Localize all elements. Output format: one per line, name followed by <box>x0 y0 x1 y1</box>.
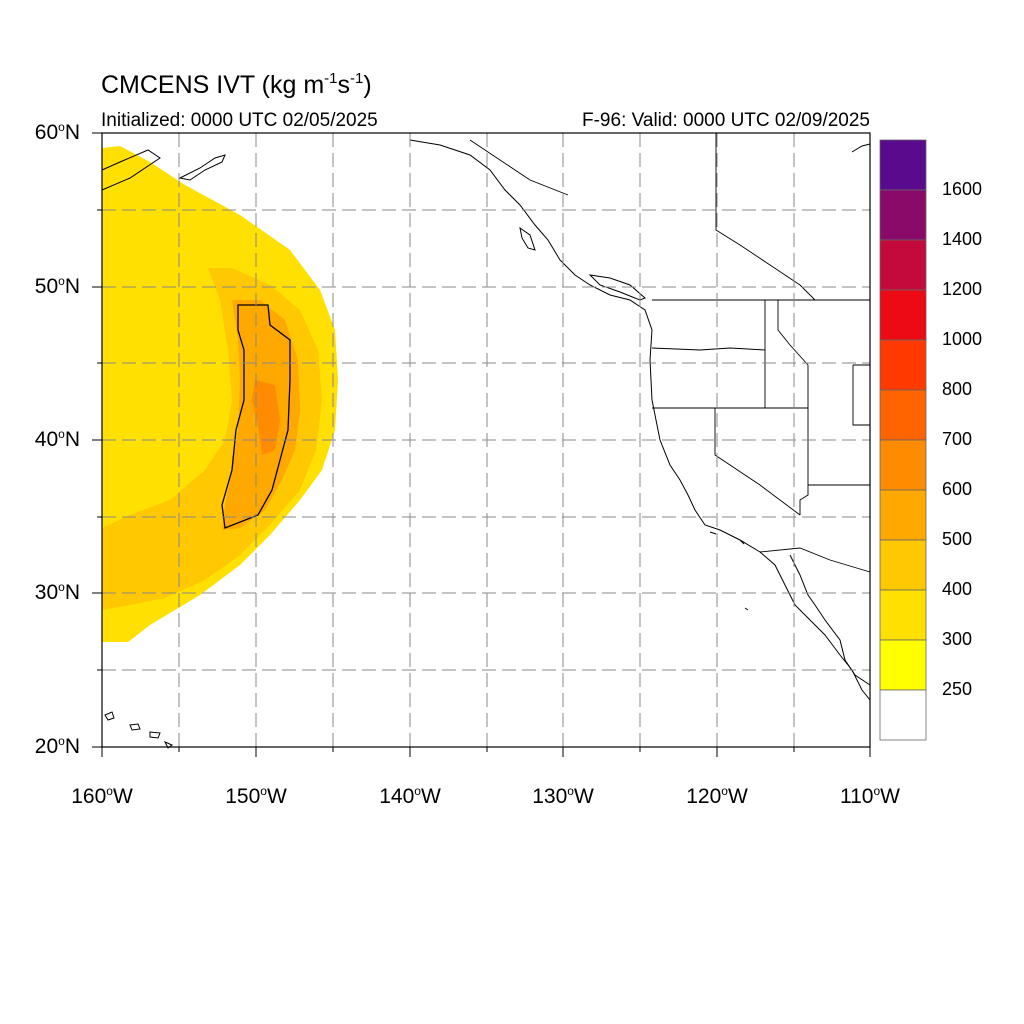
chart-title: CMCENS IVT (kg m-1s-1) <box>101 70 372 99</box>
coastlines <box>101 139 871 749</box>
haida-gwaii <box>519 226 536 251</box>
colorbar-swatch <box>879 189 927 241</box>
id-border <box>764 300 809 408</box>
colorbar-label: 800 <box>942 379 973 399</box>
se-alaska-coast <box>409 139 871 701</box>
valid-time: F-96: Valid: 0000 UTC 02/09/2025 <box>582 110 870 131</box>
wa-or-border <box>651 347 766 351</box>
ivt-contour-600 <box>252 380 280 455</box>
tick-marks <box>92 132 871 757</box>
alaska-coast <box>101 149 161 191</box>
ivt-shading <box>102 146 338 642</box>
lon-label-110w: 110oW <box>840 784 900 808</box>
colorbar-label: 1000 <box>942 329 983 349</box>
lat-label-30: 30oN <box>34 580 80 604</box>
lat-label-60: 60oN <box>34 120 80 144</box>
colorbar-swatch <box>879 539 927 591</box>
lat-label-20: 20oN <box>34 734 80 758</box>
grid-lines <box>102 133 870 747</box>
colorbar-label: 1200 <box>942 279 983 299</box>
colorbar-label: 300 <box>942 629 973 649</box>
colorbar-swatch <box>879 639 927 691</box>
colorbar-label: 600 <box>942 479 973 499</box>
state-borders <box>469 133 871 573</box>
lon-label-140w: 140oW <box>379 784 441 808</box>
colorbar-swatch <box>879 439 927 491</box>
colorbar-swatch <box>879 589 927 641</box>
colorbar-swatch <box>879 339 927 391</box>
colorbar-label: 500 <box>942 529 973 549</box>
baja-coast <box>789 554 871 686</box>
colorbar-swatch <box>879 239 927 291</box>
lat-label-50: 50oN <box>34 274 80 298</box>
ak-bc-border <box>469 139 569 196</box>
lat-label-40: 40oN <box>34 427 80 451</box>
colorbar-swatch <box>879 689 927 741</box>
vancouver-island <box>588 274 646 301</box>
colorbar-label: 700 <box>942 429 973 449</box>
ak-yukon-border <box>715 133 816 301</box>
colorbar-swatch <box>879 289 927 341</box>
colorbar-label: 400 <box>942 579 973 599</box>
catalina-islands <box>709 531 749 611</box>
colorbar-label: 1600 <box>942 179 983 199</box>
hudson-shore <box>851 143 871 153</box>
us-mexico-border <box>759 547 871 573</box>
alaska-gulf-coast <box>178 154 226 181</box>
colorbar-label: 1400 <box>942 229 983 249</box>
colorbar-swatch <box>879 139 927 191</box>
lon-label-150w: 150oW <box>225 784 287 808</box>
hawaii-islands <box>104 711 173 749</box>
ivt-500-contour-line <box>221 304 291 529</box>
mt-wy-border <box>852 364 870 426</box>
colorbar <box>879 139 927 741</box>
nv-az-border <box>799 408 809 515</box>
nv-ca-border <box>714 408 801 516</box>
lon-label-160w: 160oW <box>71 784 133 808</box>
colorbar-label: 250 <box>942 679 973 699</box>
colorbar-swatch <box>879 489 927 541</box>
lon-label-130w: 130oW <box>532 784 594 808</box>
lon-label-120w: 120oW <box>686 784 748 808</box>
initialized-time: Initialized: 0000 UTC 02/05/2025 <box>101 110 378 131</box>
colorbar-swatch <box>879 389 927 441</box>
